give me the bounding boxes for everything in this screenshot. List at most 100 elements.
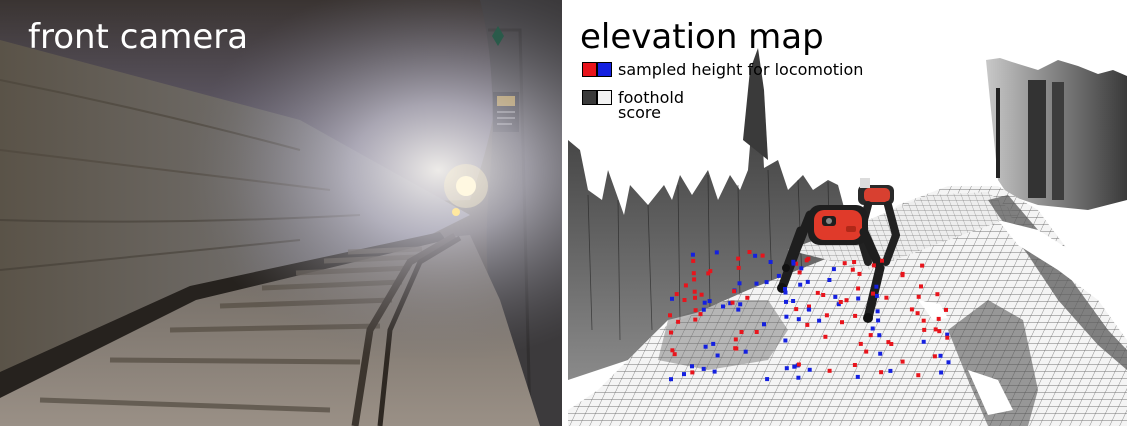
sample-marker	[765, 377, 770, 382]
sample-marker	[936, 316, 941, 321]
sample-marker	[691, 271, 696, 276]
sample-marker	[915, 311, 920, 316]
robot-figure	[777, 178, 901, 323]
sample-marker	[708, 269, 713, 274]
sample-marker	[693, 317, 698, 322]
sample-marker	[933, 327, 938, 332]
sample-marker	[715, 353, 720, 358]
sample-marker	[864, 349, 869, 354]
tunnel-photo	[0, 0, 562, 426]
sample-marker	[852, 260, 857, 264]
sample-marker	[736, 307, 741, 312]
sample-marker	[733, 337, 738, 342]
dark-score-swatch	[582, 90, 597, 105]
sample-marker	[922, 327, 927, 332]
sample-marker	[669, 330, 673, 335]
sample-marker	[817, 318, 822, 323]
sample-marker	[844, 298, 849, 303]
sample-marker	[784, 314, 789, 319]
sample-marker	[796, 362, 801, 367]
sample-marker	[794, 307, 799, 312]
sample-marker	[676, 319, 681, 324]
sample-marker	[870, 326, 875, 331]
sample-marker	[884, 295, 889, 300]
foothold-label-line1: foothold	[618, 88, 685, 107]
sample-marker	[753, 253, 758, 258]
sample-marker	[739, 330, 744, 334]
sample-marker	[916, 373, 921, 378]
sample-marker	[807, 304, 811, 309]
sample-marker	[856, 296, 861, 301]
sample-marker	[669, 377, 673, 382]
sample-marker	[944, 307, 948, 312]
sample-marker	[804, 258, 809, 263]
sample-marker	[776, 273, 781, 278]
sample-marker	[909, 307, 914, 312]
sample-marker	[888, 368, 893, 373]
sample-marker	[711, 341, 716, 346]
sample-marker	[682, 298, 687, 302]
sample-marker	[900, 273, 905, 278]
sample-marker	[833, 294, 838, 299]
sample-marker	[707, 299, 712, 304]
sample-marker	[670, 296, 674, 301]
foothold-label-line2: score	[618, 103, 661, 122]
sample-marker	[701, 307, 706, 312]
sample-marker	[745, 295, 750, 300]
sample-marker	[886, 340, 891, 345]
light-score-swatch	[597, 90, 612, 105]
sample-marker	[939, 370, 944, 375]
elevation-map-panel: elevation map sampled height for locomot…	[568, 0, 1127, 426]
sample-marker	[945, 335, 950, 340]
elevation-map-render	[568, 48, 1127, 426]
sample-marker	[714, 250, 719, 255]
sample-marker	[738, 302, 743, 307]
sample-marker	[919, 284, 923, 289]
sample-marker	[693, 308, 698, 313]
sample-marker	[876, 318, 881, 323]
sample-marker	[853, 313, 858, 318]
sample-marker	[935, 292, 940, 297]
sample-marker	[784, 366, 789, 371]
sample-marker	[670, 348, 675, 353]
sample-marker	[921, 339, 926, 344]
sample-marker	[690, 370, 695, 375]
sample-marker	[668, 313, 672, 318]
sample-marker	[703, 344, 708, 349]
sample-marker	[838, 300, 843, 304]
sample-marker	[921, 318, 926, 323]
sample-marker	[706, 271, 711, 276]
sample-marker	[920, 263, 925, 268]
sample-marker	[946, 360, 951, 365]
sample-marker	[842, 261, 847, 266]
sample-marker	[672, 352, 677, 357]
sample-marker	[764, 280, 769, 285]
sample-marker	[945, 332, 950, 337]
sample-marker	[712, 369, 717, 374]
red-swatch	[582, 62, 597, 77]
blue-swatch	[597, 62, 612, 77]
sample-marker	[827, 278, 832, 282]
sample-marker	[796, 375, 801, 380]
sample-marker	[823, 334, 828, 339]
sample-marker	[702, 300, 707, 305]
sample-marker	[799, 266, 804, 271]
sample-marker	[856, 286, 861, 291]
sample-marker	[730, 300, 735, 305]
sampled-height-swatches	[582, 62, 612, 77]
sample-marker	[737, 281, 742, 286]
sample-marker	[836, 302, 841, 307]
sample-marker	[683, 283, 688, 288]
sample-marker	[855, 374, 860, 379]
sampled-height-markers	[668, 250, 951, 382]
sample-marker	[743, 349, 748, 354]
sample-marker	[796, 317, 801, 322]
elevation-map-title: elevation map	[580, 17, 824, 57]
sample-marker	[878, 351, 883, 356]
sampled-height-label: sampled height for locomotion	[618, 60, 864, 79]
sample-marker	[747, 250, 752, 254]
sample-marker	[857, 271, 862, 276]
sample-marker	[807, 307, 812, 312]
sample-marker	[728, 301, 733, 306]
sample-marker	[736, 265, 741, 270]
